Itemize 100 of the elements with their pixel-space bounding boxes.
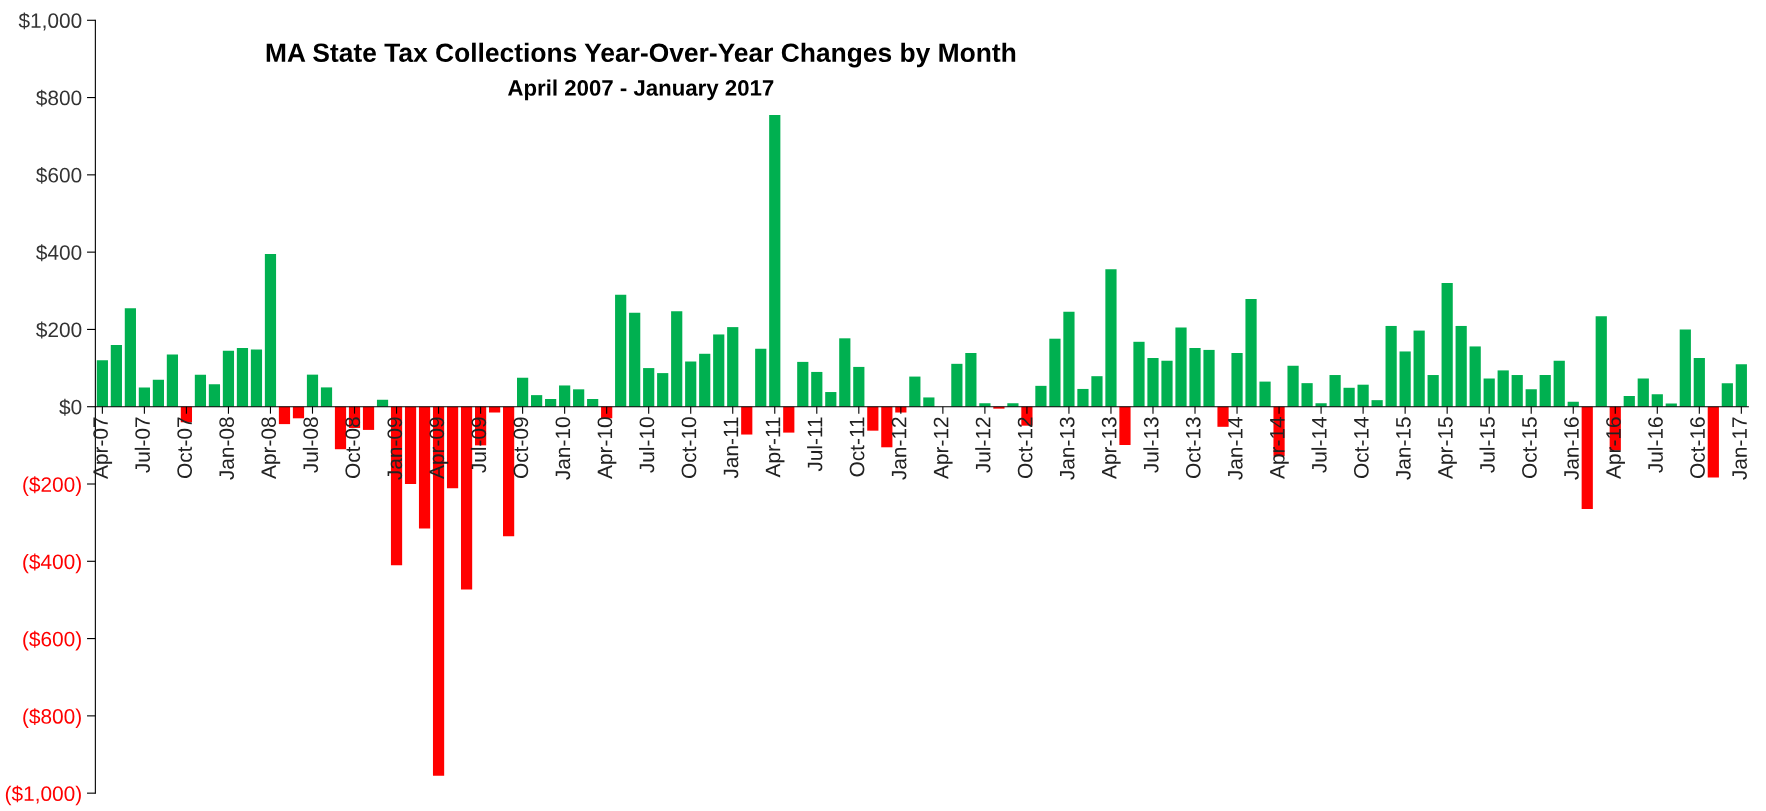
bar <box>138 387 150 407</box>
bar <box>208 384 221 407</box>
x-tick-label: Jul-10 <box>638 417 655 473</box>
x-tick-label: Apr-09 <box>429 417 449 479</box>
x-tick-label: Jul-15 <box>1479 417 1495 473</box>
bar <box>306 374 319 407</box>
y-tick-label: ($200) <box>23 476 81 497</box>
x-tick-label: Oct-16 <box>1690 417 1705 478</box>
bar <box>222 350 235 407</box>
bar <box>615 294 627 407</box>
x-tick-label: Apr-12 <box>933 417 953 479</box>
x-tick-label: Jul-14 <box>1311 417 1327 473</box>
y-tick-label: $200 <box>36 321 82 339</box>
x-tick-label: Jul-16 <box>1647 417 1663 473</box>
bar <box>236 347 249 407</box>
bar <box>1203 349 1215 407</box>
bar <box>1231 353 1243 407</box>
bar <box>1091 376 1103 407</box>
y-tick-label: ($1,000) <box>5 785 81 806</box>
x-tick-label: Oct-07 <box>177 417 193 478</box>
bar <box>825 392 837 407</box>
bar <box>264 254 277 407</box>
bar <box>194 374 207 407</box>
bar <box>1343 387 1355 407</box>
bar <box>1525 389 1537 407</box>
bar <box>1679 329 1691 407</box>
bar <box>1651 394 1663 407</box>
bar <box>1077 388 1089 407</box>
bar <box>1637 378 1649 407</box>
bar <box>404 406 417 484</box>
bar <box>657 373 669 407</box>
bar <box>559 385 571 407</box>
bar <box>769 114 781 407</box>
y-tick-label: $400 <box>36 244 82 262</box>
x-tick-label: Jan-13 <box>1059 417 1075 480</box>
bar <box>489 406 501 413</box>
x-tick-label: Jan-11 <box>723 417 739 479</box>
bar <box>811 371 823 407</box>
bar <box>727 327 739 407</box>
bar <box>1189 347 1201 407</box>
y-tick-label: $0 <box>59 398 82 416</box>
x-tick-label: Jan-14 <box>1228 417 1243 480</box>
bar <box>1329 375 1341 407</box>
x-tick-label: Jul-07 <box>134 417 150 473</box>
bar <box>503 406 515 537</box>
x-tick-label: Apr-15 <box>1438 417 1457 479</box>
bar <box>643 368 655 407</box>
bar <box>1497 370 1509 407</box>
bar <box>713 334 725 407</box>
x-tick-label: Jan-08 <box>219 417 235 480</box>
bar <box>1259 381 1271 407</box>
bar <box>671 311 683 407</box>
bar <box>783 406 795 433</box>
bar <box>1301 383 1313 407</box>
bar <box>1245 298 1257 407</box>
bar <box>755 348 767 407</box>
bar <box>685 361 697 407</box>
x-tick-label: Oct-13 <box>1185 417 1201 478</box>
bar <box>124 308 136 407</box>
bar <box>1455 325 1467 407</box>
bar <box>951 363 963 407</box>
bar <box>741 406 753 435</box>
bar <box>909 376 921 407</box>
bar <box>839 338 851 407</box>
bar <box>1693 358 1705 407</box>
bar <box>629 312 641 407</box>
bar <box>1735 364 1747 407</box>
bar <box>1399 351 1411 407</box>
x-tick-label: Oct-10 <box>681 417 697 478</box>
bar <box>1511 375 1523 407</box>
bar <box>334 406 347 450</box>
bar <box>1063 311 1075 407</box>
x-tick-label: Jul-11 <box>807 417 823 472</box>
bar <box>1539 375 1551 407</box>
bar <box>1581 406 1593 510</box>
bar <box>867 406 879 431</box>
x-tick-label: Oct-14 <box>1353 417 1369 478</box>
bar <box>250 349 263 407</box>
x-tick-label: Oct-15 <box>1522 417 1537 478</box>
bar <box>320 387 333 407</box>
bar <box>1133 341 1145 407</box>
bar <box>1483 378 1495 407</box>
bar <box>1721 383 1733 407</box>
x-tick-label: Apr-08 <box>261 417 281 479</box>
bar <box>881 406 893 448</box>
bar <box>1217 406 1229 427</box>
x-tick-label: Jan-09 <box>387 417 403 480</box>
bar <box>1595 316 1607 407</box>
text: April 2007 - January 2017 <box>508 79 774 101</box>
bar <box>1105 269 1117 407</box>
bar <box>1315 403 1327 407</box>
bar <box>923 397 935 407</box>
bar <box>152 379 164 407</box>
text: MA State Tax Collections Year-Over-Year Changes by Month <box>266 42 1016 68</box>
x-tick-label: Oct-12 <box>1017 417 1033 478</box>
y-tick-label: $1,000 <box>18 12 82 31</box>
bar <box>362 406 375 430</box>
bar <box>1147 358 1159 407</box>
x-tick-label: Jul-12 <box>975 417 991 473</box>
x-tick-label: Oct-11 <box>849 417 865 477</box>
